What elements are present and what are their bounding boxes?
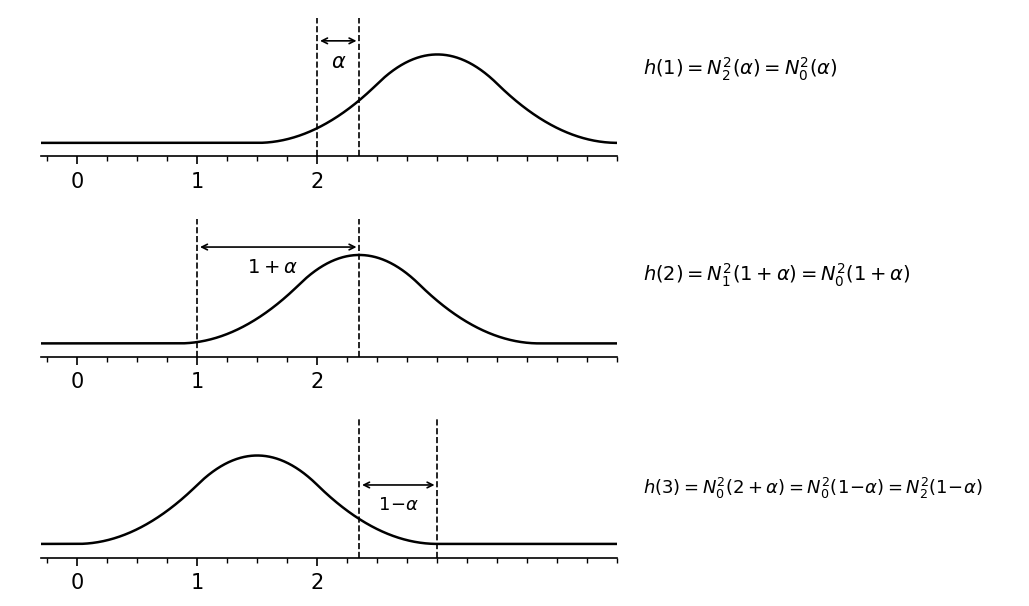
Text: $1\!-\!\alpha$: $1\!-\!\alpha$ xyxy=(378,496,419,514)
Text: $h(3) = N_0^2(2 + \alpha) = N_0^2(1\!-\!\alpha) = N_2^2(1\!-\!\alpha)$: $h(3) = N_0^2(2 + \alpha) = N_0^2(1\!-\!… xyxy=(643,476,983,501)
Text: $h(2) = N_1^2(1 + \alpha) = N_0^2(1 + \alpha)$: $h(2) = N_1^2(1 + \alpha) = N_0^2(1 + \a… xyxy=(643,262,911,290)
Text: $h(1) = N_2^2(\alpha) = N_0^2(\alpha)$: $h(1) = N_2^2(\alpha) = N_0^2(\alpha)$ xyxy=(643,55,838,83)
Text: $\alpha$: $\alpha$ xyxy=(330,52,346,72)
Text: $1 + \alpha$: $1 + \alpha$ xyxy=(247,258,297,278)
